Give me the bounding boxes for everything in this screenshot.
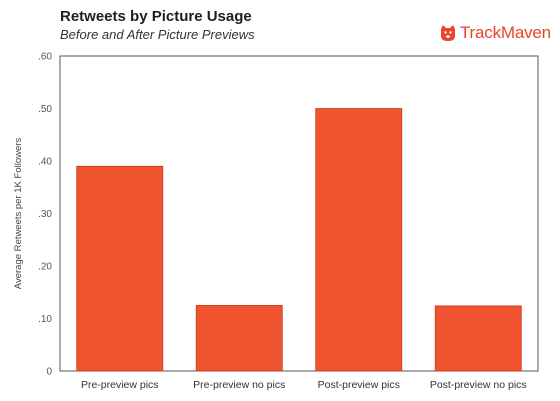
bar <box>315 108 403 372</box>
trackmaven-logo: TrackMaven <box>438 20 551 46</box>
x-tick-label: Pre-preview no pics <box>193 379 285 391</box>
bar <box>434 305 522 372</box>
y-tick-label: .40 <box>38 157 52 168</box>
x-tick-label: Pre-preview pics <box>81 379 159 391</box>
logo-text: TrackMaven <box>460 23 551 42</box>
y-axis-label: Average Retweets per 1K Followers <box>13 138 24 290</box>
chart-labels: 0 .10 .20 .30 .40 .50 .60 Average Retweets per … <box>13 52 527 392</box>
chart-axes <box>59 55 539 372</box>
y-tick-label: .10 <box>38 314 52 325</box>
y-tick-label: 0 <box>46 367 52 378</box>
x-tick-label: Post-preview pics <box>318 379 400 391</box>
y-tick-label: .60 <box>38 52 52 63</box>
y-tick-label: .20 <box>38 262 52 273</box>
bar <box>76 165 164 372</box>
dog-icon <box>441 25 455 41</box>
y-tick-label: .30 <box>38 209 52 220</box>
x-tick-label: Post-preview no pics <box>430 379 527 391</box>
plot-frame <box>59 55 539 372</box>
bar <box>195 304 283 372</box>
chart-subtitle: Before and After Picture Previews <box>60 27 255 42</box>
y-tick-label: .50 <box>38 104 52 115</box>
chart-title: Retweets by Picture Usage <box>60 8 252 25</box>
chart-bars <box>76 108 522 372</box>
